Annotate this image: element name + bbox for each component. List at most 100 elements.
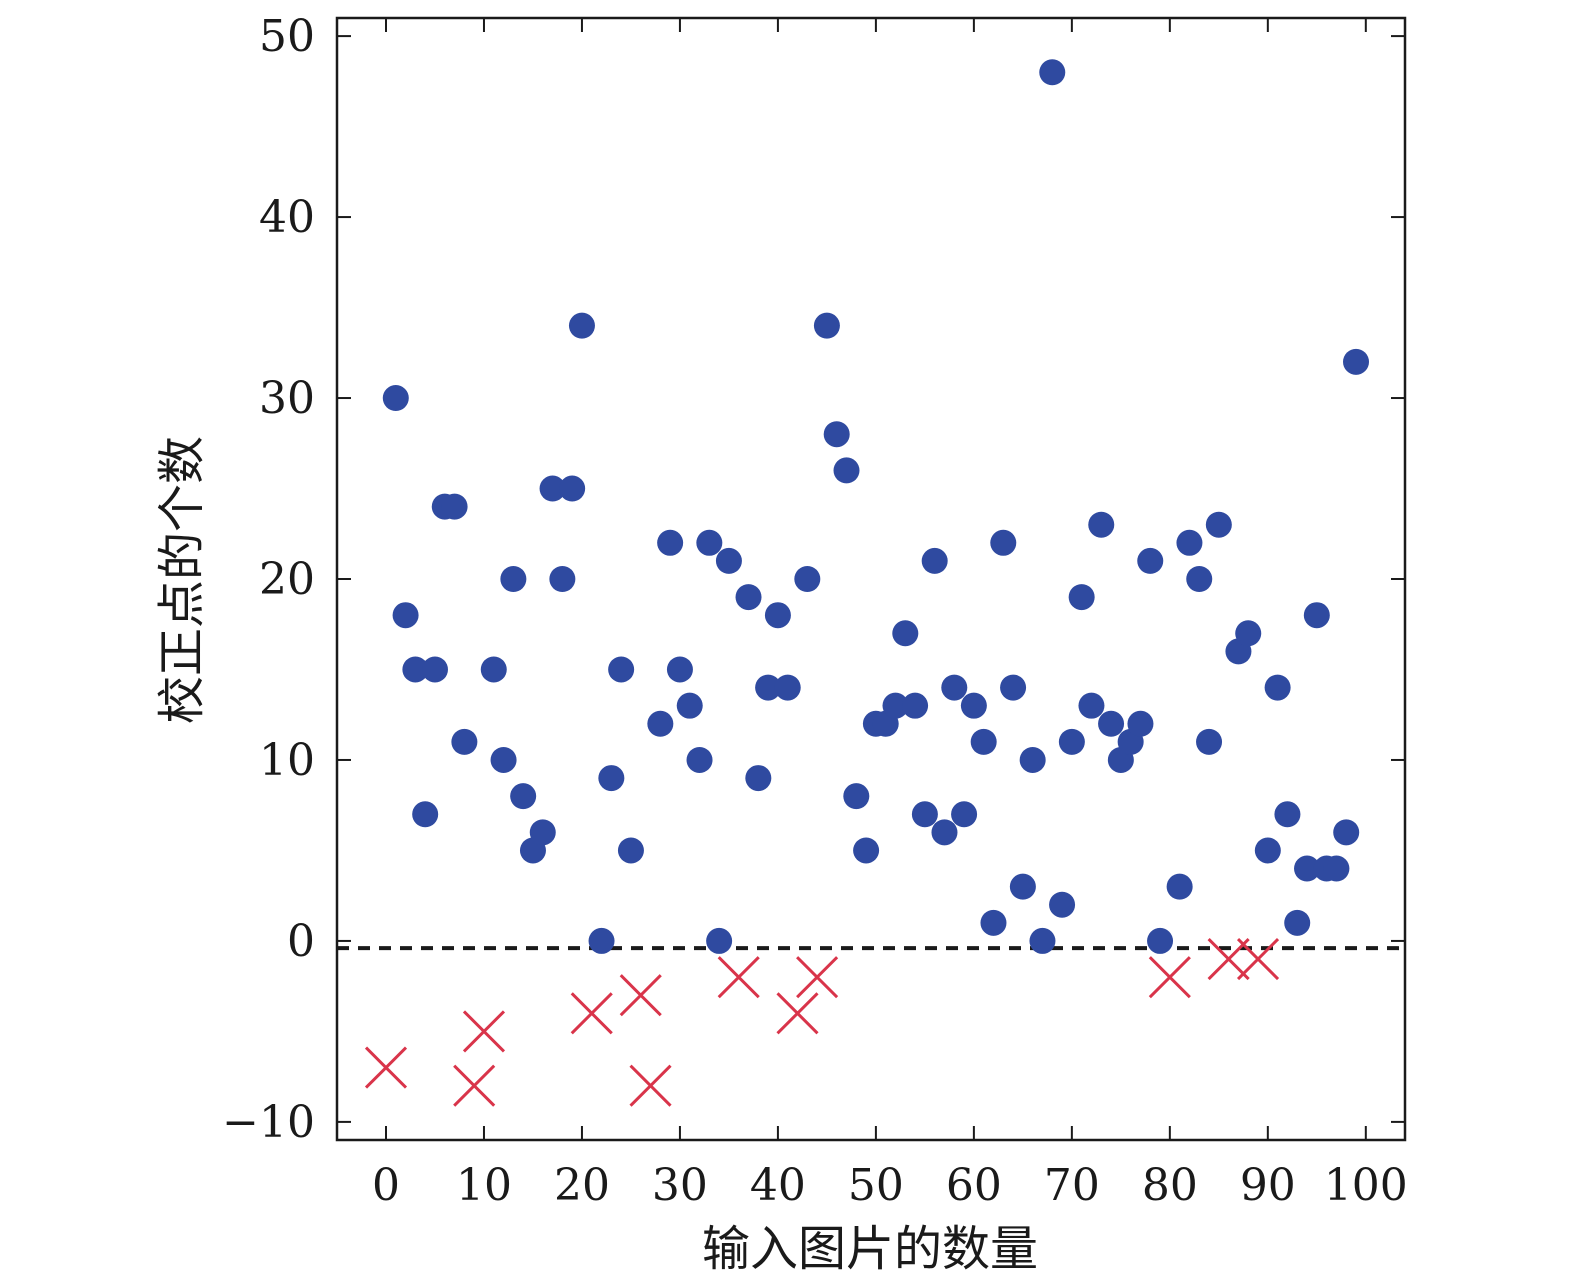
- data-point-circle: [745, 765, 772, 792]
- data-point-circle: [911, 801, 938, 828]
- x-mark-stroke: [1236, 937, 1280, 981]
- data-point-circle: [1176, 529, 1203, 556]
- data-point-circle: [1343, 348, 1370, 375]
- data-point-circle: [990, 529, 1017, 556]
- data-point-circle: [1009, 873, 1036, 900]
- data-point-circle: [970, 728, 997, 755]
- x-tick-label: 20: [554, 1160, 610, 1211]
- x-tick-label: 30: [652, 1160, 708, 1211]
- data-point-circle: [1088, 511, 1115, 538]
- data-point-circle: [666, 656, 693, 683]
- data-point-x: [619, 974, 662, 1017]
- data-point-circle: [1205, 511, 1232, 538]
- y-tick-label: 40: [259, 192, 315, 243]
- data-point-circle: [1029, 927, 1056, 954]
- data-point-x: [453, 1064, 496, 1107]
- data-point-circle: [1166, 873, 1193, 900]
- data-point-circle: [392, 602, 419, 629]
- tick-marks: [337, 18, 1405, 1140]
- x-mark-stroke: [717, 956, 760, 999]
- data-point-circle: [980, 909, 1007, 936]
- data-point-circle: [1137, 547, 1164, 574]
- data-point-circle: [598, 765, 625, 792]
- data-point-circle: [402, 656, 429, 683]
- data-point-x: [1148, 956, 1191, 999]
- data-point-circle: [412, 801, 439, 828]
- data-point-circle: [1039, 59, 1066, 86]
- data-point-circle: [921, 547, 948, 574]
- data-point-circle: [1303, 602, 1330, 629]
- data-point-circle: [608, 656, 635, 683]
- data-point-x: [462, 1010, 506, 1053]
- x-tick-label: 40: [750, 1160, 806, 1211]
- data-point-circle: [686, 746, 713, 773]
- data-point-circle: [500, 566, 527, 592]
- x-tick-label: 10: [456, 1160, 512, 1211]
- data-point-circle: [382, 385, 409, 412]
- x-mark-stroke: [796, 956, 839, 999]
- data-point-circle: [1019, 746, 1046, 773]
- data-point-circle: [1235, 620, 1262, 647]
- x-tick-labels: 0 10 20 30 40 50 60 70 80 90 100: [372, 1160, 1408, 1211]
- data-point-circle: [892, 620, 919, 647]
- data-point-circle: [696, 529, 723, 556]
- data-point-circle: [1078, 692, 1105, 719]
- data-point-x: [796, 956, 839, 999]
- x-tick-label: 0: [372, 1160, 400, 1211]
- data-point-circle: [931, 819, 958, 846]
- x-tick-label: 50: [848, 1160, 904, 1211]
- x-tick-label: 70: [1044, 1160, 1100, 1211]
- data-point-circle: [1284, 909, 1311, 936]
- data-point-circle: [1274, 801, 1301, 828]
- y-tick-label: −10: [222, 1097, 315, 1148]
- x-tick-label: 90: [1240, 1160, 1296, 1211]
- x-mark-stroke: [364, 1046, 408, 1089]
- x-mark-stroke: [1207, 937, 1250, 981]
- data-point-circle: [539, 475, 566, 502]
- data-point-x: [717, 956, 760, 999]
- data-point-circle: [529, 819, 556, 846]
- data-point-circle: [853, 837, 880, 864]
- data-point-circle: [559, 475, 586, 502]
- data-point-circle: [480, 656, 507, 683]
- data-point-circle: [960, 692, 987, 719]
- data-point-circle: [843, 783, 870, 810]
- data-point-circle: [813, 312, 840, 339]
- x-mark-stroke: [619, 974, 662, 1017]
- data-point-circle: [657, 529, 684, 556]
- data-point-circle: [549, 566, 576, 592]
- data-point-circle: [833, 457, 860, 484]
- data-point-circle: [1323, 855, 1350, 882]
- x-tick-label: 80: [1142, 1160, 1198, 1211]
- data-point-circle: [882, 692, 909, 719]
- y-tick-label: 0: [287, 916, 315, 967]
- data-point-circle: [941, 674, 968, 701]
- data-point-circle: [1000, 674, 1027, 701]
- data-point-circle: [588, 927, 615, 954]
- x-axis-title: 输入图片的数量: [702, 1221, 1038, 1277]
- data-point-x: [776, 992, 819, 1035]
- data-point-x: [1236, 937, 1280, 981]
- data-point-circle: [764, 602, 791, 629]
- x-mark-stroke: [1148, 956, 1191, 999]
- data-point-circle: [774, 674, 801, 701]
- data-point-circle: [647, 710, 674, 737]
- data-point-x: [629, 1064, 672, 1107]
- data-point-circle: [794, 566, 821, 592]
- x-mark-stroke: [629, 1064, 672, 1107]
- x-mark-stroke: [776, 992, 819, 1035]
- data-point-circle: [451, 728, 478, 755]
- data-point-circle: [715, 547, 742, 574]
- data-points: [364, 59, 1370, 1107]
- data-point-circle: [1049, 891, 1076, 918]
- data-point-circle: [510, 783, 537, 810]
- data-point-circle: [1254, 837, 1281, 864]
- y-tick-label: 10: [259, 735, 315, 786]
- data-point-circle: [706, 927, 733, 954]
- data-point-circle: [1264, 674, 1291, 701]
- data-point-circle: [490, 746, 517, 773]
- x-mark-stroke: [453, 1064, 496, 1107]
- data-point-circle: [1294, 855, 1321, 882]
- data-point-circle: [617, 837, 644, 864]
